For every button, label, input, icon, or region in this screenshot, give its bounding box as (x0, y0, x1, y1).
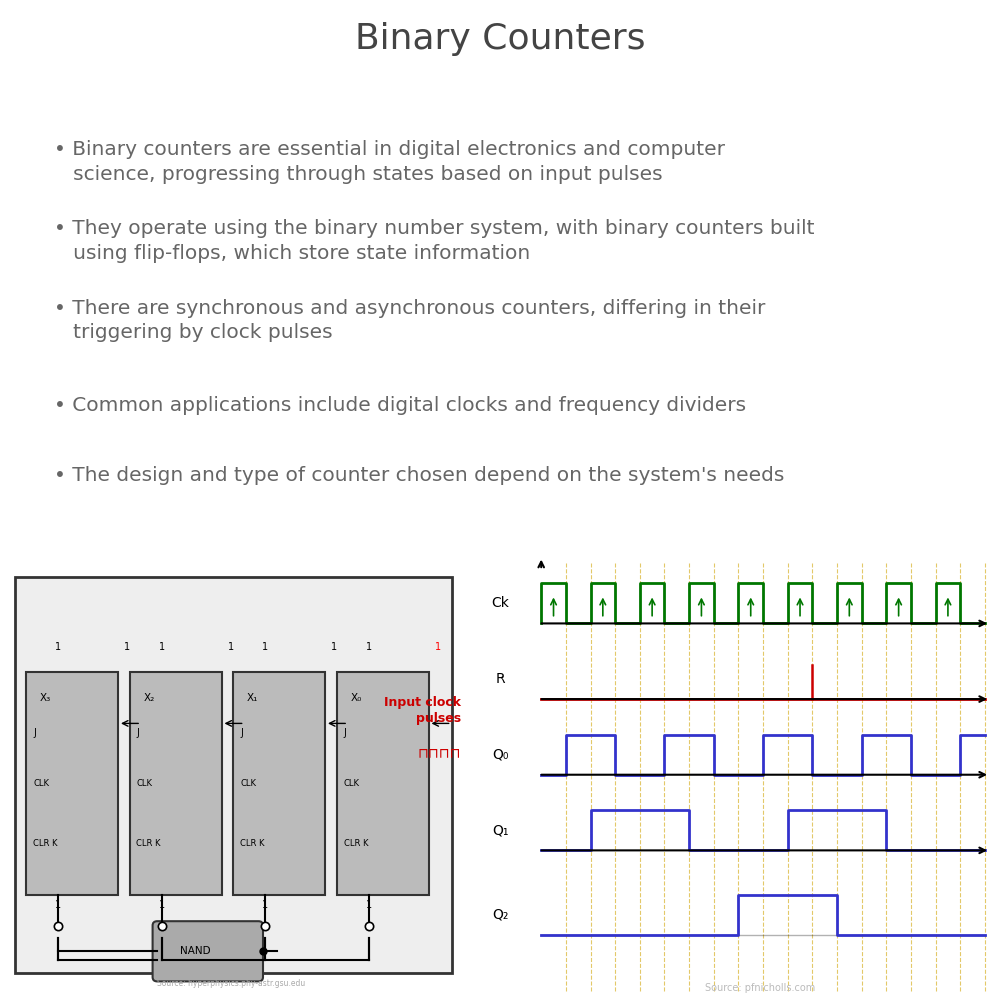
Text: NAND: NAND (180, 946, 211, 956)
FancyBboxPatch shape (153, 921, 263, 981)
FancyBboxPatch shape (26, 672, 118, 895)
Text: • They operate using the binary number system, with binary counters built
   usi: • They operate using the binary number s… (54, 220, 814, 263)
Text: 1: 1 (366, 642, 372, 652)
Text: J: J (136, 728, 139, 738)
FancyBboxPatch shape (337, 672, 429, 895)
Text: Q₁: Q₁ (492, 823, 509, 837)
Text: R: R (496, 672, 505, 686)
Text: Binary Counters: Binary Counters (355, 21, 645, 55)
Text: J: J (240, 728, 243, 738)
Text: • Binary counters are essential in digital electronics and computer
   science, : • Binary counters are essential in digit… (54, 140, 725, 184)
Text: Q₀: Q₀ (492, 748, 509, 762)
Text: X₁: X₁ (247, 693, 258, 703)
Text: CLR K: CLR K (33, 840, 58, 848)
Text: 1: 1 (159, 900, 165, 910)
Text: 1: 1 (55, 900, 61, 910)
Text: Source: hyperphysics.phy-astr.gsu.edu: Source: hyperphysics.phy-astr.gsu.edu (157, 979, 305, 988)
Text: 1: 1 (55, 642, 61, 652)
Text: J: J (33, 728, 36, 738)
Text: Source: pfnicholls.com: Source: pfnicholls.com (705, 983, 816, 993)
Text: CLR K: CLR K (240, 840, 264, 848)
Text: • Common applications include digital clocks and frequency dividers: • Common applications include digital cl… (54, 396, 746, 415)
Text: Q₂: Q₂ (492, 908, 509, 922)
Text: 1: 1 (435, 642, 441, 652)
FancyBboxPatch shape (233, 672, 325, 895)
Text: 1: 1 (159, 642, 165, 652)
FancyBboxPatch shape (0, 73, 1000, 554)
Text: ⊓⊓⊓⊓: ⊓⊓⊓⊓ (417, 746, 461, 760)
Text: 1: 1 (124, 642, 130, 652)
Text: • There are synchronous and asynchronous counters, differing in their
   trigger: • There are synchronous and asynchronous… (54, 299, 765, 342)
Text: J: J (344, 728, 346, 738)
Text: Ck: Ck (491, 596, 509, 610)
Text: 1: 1 (228, 642, 234, 652)
FancyBboxPatch shape (130, 672, 222, 895)
Text: X₀: X₀ (350, 693, 362, 703)
Text: 1: 1 (366, 900, 372, 910)
Text: 1: 1 (262, 900, 268, 910)
Text: CLK: CLK (240, 779, 256, 788)
Text: CLK: CLK (344, 779, 360, 788)
FancyBboxPatch shape (15, 577, 452, 973)
Text: 1: 1 (262, 642, 268, 652)
Text: X₃: X₃ (40, 693, 51, 703)
Text: CLK: CLK (33, 779, 49, 788)
Text: X₂: X₂ (143, 693, 155, 703)
Text: CLK: CLK (136, 779, 152, 788)
Text: • The design and type of counter chosen depend on the system's needs: • The design and type of counter chosen … (54, 466, 784, 485)
Text: Input clock
pulses: Input clock pulses (384, 696, 461, 725)
Text: 1: 1 (331, 642, 337, 652)
Text: CLR K: CLR K (136, 840, 161, 848)
Text: CLR K: CLR K (344, 840, 368, 848)
